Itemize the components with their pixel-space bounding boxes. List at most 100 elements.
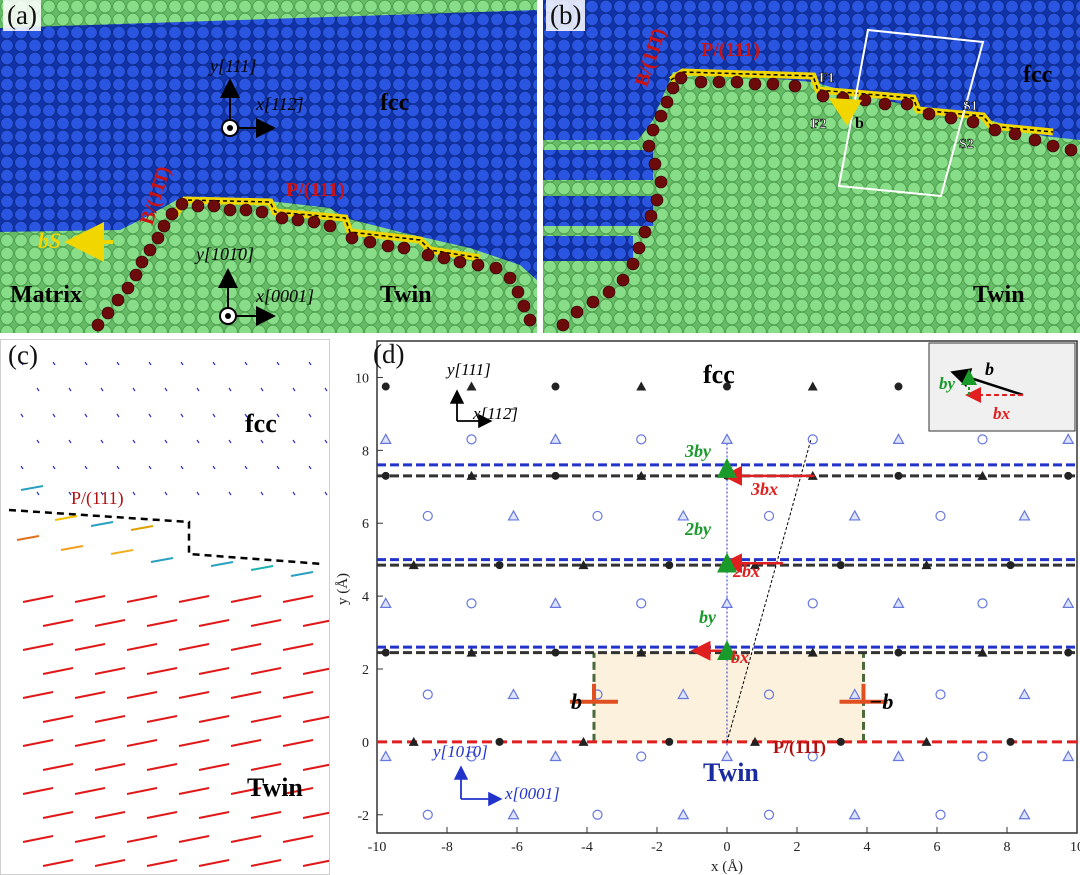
twin-label-a: Twin — [380, 282, 432, 308]
displacement-vector — [110, 549, 134, 555]
fcc-label-d: fcc — [703, 360, 735, 389]
displacement-vector — [260, 491, 264, 496]
displacement-vector — [42, 811, 74, 819]
displacement-vector — [230, 643, 262, 651]
displacement-vector — [292, 439, 296, 444]
x-tick-label: 8 — [1004, 840, 1011, 855]
displacement-vector — [198, 715, 230, 723]
displacement-vector — [146, 811, 178, 819]
displacement-vector — [94, 763, 126, 771]
hcp-atom-circle — [422, 809, 433, 820]
matrix-label-a: Matrix — [10, 282, 82, 308]
axis-x112-d: x[112̄] — [472, 404, 518, 423]
displacement-vector — [94, 667, 126, 675]
displacement-vector — [130, 525, 154, 531]
hcp-atom-circle — [422, 510, 433, 522]
displacement-vector — [308, 413, 312, 418]
fcc-atom-circle — [723, 382, 731, 391]
lbl-by: by — [699, 607, 717, 627]
y-tick-label: -2 — [357, 809, 369, 824]
displacement-vector — [212, 413, 216, 418]
displacement-vector — [42, 667, 74, 675]
fcc-atom-triangle — [466, 647, 477, 657]
x-tick-label: 4 — [864, 840, 871, 855]
hcp-atom-circle — [636, 434, 647, 445]
hcp-atom-triangle — [379, 597, 392, 608]
fcc-atom-circle — [495, 561, 504, 570]
x-tick-label: -6 — [511, 840, 523, 855]
fcc-atom-triangle — [977, 647, 988, 657]
displacement-vector — [302, 619, 329, 627]
fcc-atom-circle — [894, 471, 903, 480]
hcp-atom-circle — [935, 689, 946, 700]
displacement-vector — [250, 619, 282, 627]
displacement-vector — [60, 545, 84, 551]
displacement-vector — [100, 387, 104, 392]
hcp-atom-circle — [466, 751, 477, 762]
displacement-vector — [178, 643, 210, 651]
displacement-vector — [230, 739, 262, 747]
lbl-3by: 3by — [684, 441, 712, 461]
displacement-vector — [68, 439, 72, 444]
displacement-vector — [116, 465, 120, 470]
displacement-vector — [126, 643, 158, 651]
fcc-atom-circle — [1064, 648, 1073, 657]
panel-a-label: (a) — [3, 0, 41, 31]
displacement-vector — [52, 361, 56, 366]
displacement-vector — [74, 595, 106, 603]
displacement-vector — [196, 387, 200, 392]
hcp-atom-triangle — [720, 597, 734, 608]
displacement-vector — [276, 465, 280, 470]
fcc-atom-triangle — [750, 560, 760, 570]
displacement-vector — [282, 643, 314, 651]
shaded-region — [594, 652, 864, 742]
fcc-atom-circle — [381, 382, 390, 391]
panel-a: y[111] x[112̄] fcc B/(11̄1̄) P/(111) bS … — [0, 0, 537, 333]
fcc-atom-triangle — [636, 647, 647, 657]
displacement-vector — [20, 361, 24, 366]
hcp-atom-triangle — [677, 509, 690, 521]
displacement-vector — [22, 787, 54, 795]
axis-y111-d: y[111] — [445, 360, 491, 379]
boundary-P-label-b: P/(111) — [701, 39, 760, 61]
displacement-vector — [22, 643, 54, 651]
hcp-atom-triangle — [1018, 509, 1031, 521]
displacement-vector — [250, 859, 282, 867]
hcp-atom-circle — [763, 689, 775, 700]
y-tick-label: 2 — [362, 663, 369, 678]
hcp-atom-circle — [807, 598, 818, 609]
displacement-vector — [198, 667, 230, 675]
displacement-vector — [302, 667, 329, 675]
hcp-atom-triangle — [549, 750, 562, 762]
displacement-vector — [230, 691, 262, 699]
hcp-atom-circle — [935, 510, 946, 522]
displacement-vector — [164, 439, 168, 444]
hcp-atom-circle — [466, 598, 477, 609]
hcp-atom-circle — [763, 809, 775, 820]
fcc-atom-circle — [894, 382, 903, 391]
fcc-atom-circle — [381, 471, 390, 480]
inset-bx-label: bx — [993, 404, 1011, 423]
hcp-atom-circle — [977, 751, 988, 762]
y-tick-label: 0 — [362, 736, 369, 751]
displacement-vector — [74, 787, 106, 795]
displacement-vector — [146, 667, 178, 675]
fcc-atom-triangle — [466, 470, 477, 480]
fcc-atom-circle — [551, 382, 560, 391]
displacement-vector — [36, 491, 40, 496]
y-axis-label: y (Å) — [335, 573, 351, 605]
displacement-vector — [244, 361, 248, 366]
fcc-atom-triangle — [578, 560, 589, 570]
displacement-vector — [132, 439, 136, 444]
panel-c-label: (c) — [8, 340, 38, 370]
displacement-vector — [260, 439, 264, 444]
displacement-vector — [20, 465, 24, 470]
axis-x0001-d: x[0001] — [504, 784, 560, 803]
displacement-vector — [22, 739, 54, 747]
hcp-atom-circle — [935, 809, 946, 820]
displacement-vector — [324, 491, 328, 496]
fcc-atom-circle — [836, 737, 845, 746]
twin-label-c: Twin — [247, 773, 303, 802]
hcp-atom-circle — [763, 510, 775, 522]
hcp-atom-circle — [636, 751, 647, 762]
